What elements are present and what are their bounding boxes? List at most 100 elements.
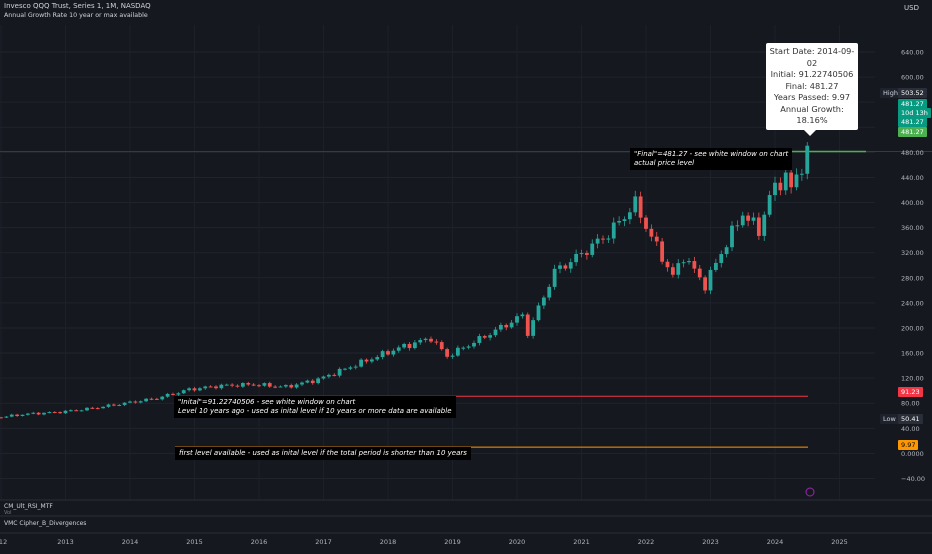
- candle-body: [488, 335, 493, 338]
- candle-body: [348, 367, 353, 369]
- candle-body: [111, 404, 116, 406]
- candle-body: [278, 386, 283, 388]
- candle-body: [783, 172, 788, 191]
- candle-body: [47, 412, 52, 414]
- y-tick-label: 40.00: [901, 425, 920, 433]
- candle-body: [756, 217, 761, 236]
- candle-body: [676, 263, 681, 275]
- rsi-pane-sub: Vol: [4, 510, 12, 516]
- candle-body: [15, 414, 20, 416]
- candle-body: [321, 376, 326, 379]
- candle-body: [294, 384, 299, 388]
- candle-body: [402, 343, 407, 348]
- candle-body: [665, 261, 670, 268]
- candle-body: [42, 412, 46, 415]
- y-tick-label: 600.00: [901, 74, 924, 82]
- indicator-subtitle: Annual Growth Rate 10 year or max availa…: [4, 12, 148, 19]
- candle-body: [407, 343, 412, 349]
- candle-body: [300, 382, 304, 385]
- candle-body: [590, 243, 595, 255]
- candle-body: [654, 236, 659, 242]
- final-annotation: "Final"=481.27 - see white window on cha…: [630, 148, 793, 170]
- x-tick-label: 2019: [444, 538, 461, 546]
- x-tick-label: 2014: [122, 538, 139, 546]
- candle-body: [509, 322, 514, 328]
- x-tick-label: 2016: [251, 538, 268, 546]
- candle-body: [20, 414, 25, 416]
- candle-body: [536, 305, 541, 321]
- candle-body: [558, 265, 562, 269]
- candle-body: [445, 349, 450, 357]
- candle-body: [283, 385, 288, 387]
- candle-body: [617, 220, 622, 223]
- candle-body: [746, 215, 751, 221]
- high-value-tag: 503.52: [898, 88, 927, 98]
- candle-body: [622, 219, 627, 221]
- candle-body: [692, 261, 697, 269]
- vmc-pane-label[interactable]: VMC Cipher_B_Divergences: [4, 520, 87, 527]
- candle-body: [251, 384, 256, 386]
- x-tick-label: 2018: [380, 538, 397, 546]
- candle-body: [214, 386, 218, 389]
- candle-body: [396, 347, 401, 351]
- final-line-tag: 481.27: [898, 127, 927, 137]
- candle-body: [552, 268, 557, 287]
- candle-body: [670, 267, 675, 275]
- growth-tooltip: Start Date: 2014-09-02 Initial: 91.22740…: [766, 43, 858, 135]
- tooltip-final: Final: 481.27: [785, 80, 839, 91]
- candle-body: [799, 173, 804, 175]
- initial-annotation-line1: "Inital"=91.22740506 - see white window …: [178, 398, 356, 406]
- y-tick-label: 400.00: [901, 199, 924, 207]
- candle-body: [627, 212, 632, 220]
- candle-body: [751, 217, 756, 221]
- candle-body: [568, 262, 573, 269]
- candle-body: [74, 410, 79, 412]
- candle-body: [95, 408, 100, 410]
- candle-body: [369, 359, 374, 362]
- tooltip-years: Years Passed: 9.97: [773, 92, 851, 102]
- candle-body: [713, 262, 718, 270]
- candle-body: [326, 374, 331, 377]
- chart-title: Invesco QQQ Trust, Series 1, 1M, NASDAQ: [4, 2, 151, 10]
- candle-body: [289, 385, 294, 388]
- rsi-pane-label[interactable]: CM_Ult_RSI_MTF: [4, 503, 53, 510]
- candle-body: [455, 347, 460, 356]
- candle-body: [740, 215, 745, 226]
- y-tick-label: 120.00: [901, 375, 924, 383]
- candle-body: [9, 414, 14, 417]
- candle-body: [138, 401, 143, 403]
- candle-body: [68, 410, 73, 412]
- candle-body: [337, 368, 342, 376]
- candle-body: [730, 225, 734, 248]
- candle-body: [482, 336, 487, 338]
- candle-body: [144, 398, 149, 402]
- candle-body: [805, 145, 810, 174]
- candle-body: [574, 253, 579, 263]
- candle-body: [257, 385, 261, 387]
- candle-body: [735, 225, 740, 227]
- candle-body: [638, 196, 643, 218]
- x-tick-label: 2020: [509, 538, 526, 546]
- current-price-tag: 481.27: [898, 99, 927, 109]
- candle-body: [681, 262, 686, 264]
- candle-body: [423, 338, 428, 341]
- y-tick-label: 640.00: [901, 49, 924, 57]
- candle-body: [724, 247, 729, 255]
- candle-body: [649, 228, 654, 237]
- candle-body: [789, 172, 794, 188]
- candle-body: [719, 254, 724, 263]
- candle-body: [477, 336, 482, 343]
- initial-annotation-line2: Level 10 years ago - used as inital leve…: [178, 407, 452, 415]
- candle-body: [498, 324, 503, 330]
- high-label: High: [880, 88, 901, 98]
- candle-body: [611, 222, 616, 239]
- first-level-annotation: first level available - used as inital l…: [175, 447, 471, 460]
- candle-body: [450, 355, 455, 357]
- candle-body: [773, 182, 777, 196]
- candle-body: [633, 196, 638, 213]
- countdown-tag: 10d 13h: [898, 108, 931, 118]
- candle-body: [353, 366, 358, 368]
- candle-body: [380, 351, 385, 358]
- final-annotation-line2: actual price level: [634, 159, 695, 167]
